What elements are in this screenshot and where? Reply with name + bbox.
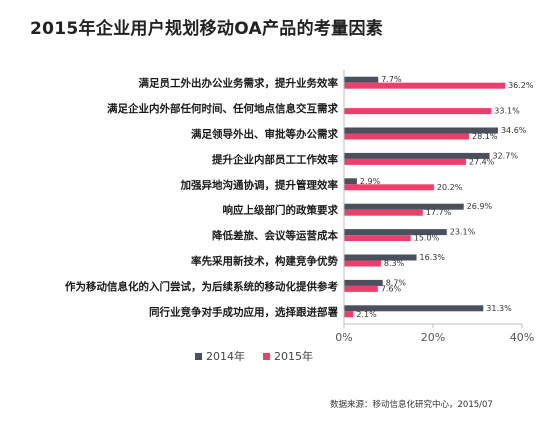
legend-item-2015: 2015年: [263, 348, 313, 364]
value-label-2014: 34.6%: [501, 126, 527, 135]
x-tick-label: 40%: [510, 331, 534, 344]
legend-label-2015: 2015年: [274, 350, 313, 363]
value-label-2014: 7.7%: [381, 75, 402, 84]
bar-2014: [344, 76, 379, 83]
category-label: 满足企业内外部任何时间、任何地点信息交互需求: [107, 102, 338, 115]
bar-2015: [344, 133, 470, 140]
value-label-2014: 26.9%: [467, 202, 493, 211]
bar-2015: [344, 158, 466, 165]
value-label-2014: 23.1%: [450, 228, 476, 237]
value-label-2014: 2.9%: [360, 177, 381, 186]
bar-2015: [344, 260, 381, 267]
legend: 2014年 2015年: [195, 348, 313, 364]
category-label: 同行业竞争对手成功应用，选择跟进部署: [149, 305, 338, 318]
bar-2014: [344, 127, 498, 134]
source-note: 数据来源：移动信息化研究中心，2015/07: [330, 400, 493, 410]
category-label: 满足领导外出、审批等办公需求: [191, 128, 338, 141]
bar-2014: [344, 305, 484, 312]
value-label-2014: 31.3%: [486, 304, 512, 313]
category-label: 满足员工外出办公业务需求，提升业务效率: [139, 77, 339, 90]
bar-2015: [344, 235, 411, 242]
value-label-2015: 27.4%: [469, 157, 495, 166]
bar-2014: [344, 152, 490, 159]
value-label-2015: 15.0%: [414, 234, 440, 243]
bar-2015: [344, 82, 506, 89]
category-label: 响应上级部门的政策要求: [223, 204, 339, 217]
value-label-2015: 8.3%: [384, 259, 405, 268]
bar-2015: [344, 285, 378, 292]
value-label-2015: 20.2%: [437, 183, 463, 192]
category-label: 提升企业内部员工工作效率: [212, 153, 338, 166]
bar-2014: [344, 279, 383, 286]
bar-2014: [344, 178, 357, 185]
value-label-2014: 32.7%: [493, 151, 519, 160]
x-tick-label: 0%: [335, 331, 352, 344]
legend-swatch-2014: [195, 352, 202, 360]
category-label: 降低差旅、会议等运营成本: [212, 229, 338, 242]
bar-2014: [344, 229, 447, 236]
value-label-2015: 2.1%: [356, 310, 377, 319]
category-label: 率先采用新技术，构建竞争优势: [191, 255, 338, 268]
bar-2015: [344, 108, 492, 115]
bar-2015: [344, 184, 434, 191]
category-label: 作为移动信息化的入门尝试，为后续系统的移动化提供参考: [65, 280, 338, 293]
bar-2014: [344, 203, 464, 210]
bar-2015: [344, 311, 354, 318]
bar-2014: [344, 254, 417, 261]
value-label-2014: 8.7%: [386, 278, 407, 287]
bar-2015: [344, 209, 423, 216]
value-label-2015: 17.7%: [426, 208, 452, 217]
chart-title: 2015年企业用户规划移动OA产品的考量因素: [30, 19, 384, 39]
value-label-2015: 28.1%: [472, 132, 498, 141]
legend-swatch-2015: [263, 352, 270, 360]
value-label-2015: 33.1%: [494, 107, 520, 116]
value-label-2015: 7.6%: [381, 284, 402, 293]
category-label: 加强异地沟通协调，提升管理效率: [180, 178, 339, 191]
legend-label-2014: 2014年: [206, 350, 245, 363]
legend-item-2014: 2014年: [195, 348, 245, 364]
value-label-2015: 36.2%: [508, 81, 534, 90]
value-label-2014: 16.3%: [420, 253, 446, 262]
x-tick-label: 20%: [421, 331, 445, 344]
